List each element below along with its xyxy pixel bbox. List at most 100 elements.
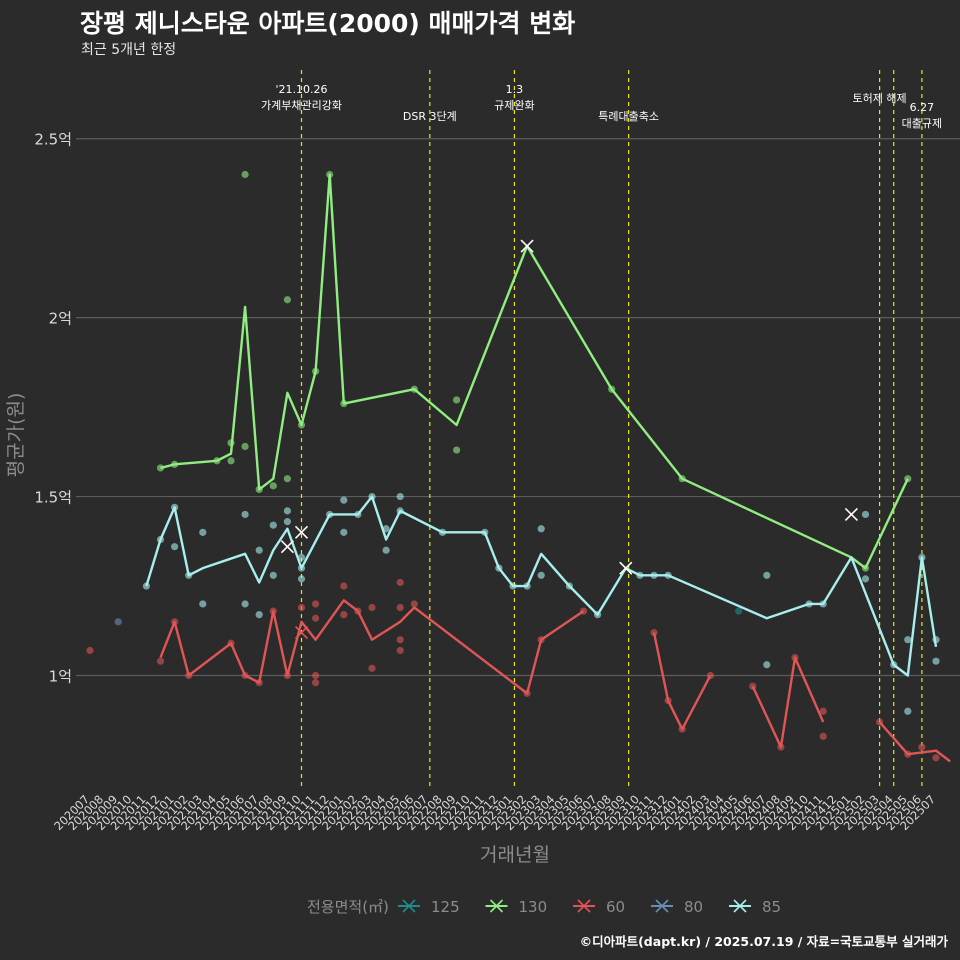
legend-item-85: 85 <box>729 898 781 916</box>
data-point-130 <box>227 457 235 465</box>
data-point-85 <box>763 571 771 579</box>
data-point-60 <box>297 603 306 612</box>
event-label: 규제완화 <box>494 99 534 112</box>
data-point-60 <box>340 611 348 619</box>
y-tick-label: 1억 <box>49 667 72 685</box>
legend-key-x <box>577 899 591 913</box>
x-mark-stroke <box>489 899 504 913</box>
event-label: 6.27 <box>910 101 935 114</box>
footer-credit: ©디아파트(dapt.kr) / 2025.07.19 / 자료=국토교통부 실… <box>579 934 948 949</box>
legend-key-x <box>733 899 747 913</box>
data-point-130 <box>453 446 461 454</box>
series-line-85 <box>145 495 938 677</box>
event-label: '21.10.26 <box>275 83 327 96</box>
x-mark-stroke <box>520 239 534 253</box>
data-point-130 <box>283 475 291 483</box>
data-point-60 <box>312 679 320 687</box>
x-mark-stroke <box>844 507 858 522</box>
x-mark-stroke <box>280 540 294 554</box>
data-point-60 <box>918 743 926 751</box>
data-point-60 <box>340 582 348 590</box>
y-axis-title: 평균가(원) <box>5 393 27 478</box>
series-line-60 <box>159 599 585 695</box>
data-point-85 <box>382 546 390 554</box>
event-label: 특례대출축소 <box>598 110 659 123</box>
data-point-85 <box>861 575 870 583</box>
legend-item-80: 80 <box>651 898 703 916</box>
series-line-60 <box>652 632 712 731</box>
data-point-85 <box>396 492 404 501</box>
legend-label: 125 <box>431 898 460 916</box>
data-point-130 <box>453 396 461 404</box>
legend-key-x <box>655 899 669 913</box>
data-point-60 <box>396 646 404 655</box>
data-point-85 <box>199 528 207 536</box>
data-point-60 <box>156 657 165 665</box>
data-point-85 <box>904 707 912 715</box>
data-point-85 <box>269 521 277 529</box>
data-point-85 <box>763 661 771 669</box>
data-point-130 <box>283 296 291 304</box>
data-point-85 <box>932 657 940 665</box>
legend-label: 130 <box>519 898 548 916</box>
data-point-60 <box>396 636 404 644</box>
legend-key-x <box>402 899 416 913</box>
data-point-60 <box>86 646 94 655</box>
data-point-85 <box>904 636 912 644</box>
data-point-85 <box>241 510 249 519</box>
data-point-85 <box>537 571 545 579</box>
y-tick-label: 2억 <box>49 310 72 328</box>
data-point-85 <box>283 518 291 526</box>
series-line-130 <box>160 173 909 570</box>
event-label: 가계부채관리강화 <box>261 99 342 112</box>
data-point-85 <box>297 553 306 562</box>
event-label: 1.3 <box>506 83 524 96</box>
data-point-85 <box>297 575 306 583</box>
data-point-130 <box>269 482 277 490</box>
data-point-85 <box>340 528 348 536</box>
data-point-85 <box>861 510 870 519</box>
y-tick-label: 1.5억 <box>34 489 72 507</box>
data-point-60 <box>312 600 320 608</box>
data-point-60 <box>410 600 418 608</box>
event-label: 토허제 해제 <box>853 91 907 105</box>
data-point-60 <box>312 614 320 622</box>
data-point-60 <box>396 578 404 587</box>
legend-label: 60 <box>606 898 625 916</box>
data-point-85 <box>283 507 291 515</box>
event-label: DSR 3단계 <box>403 110 457 123</box>
x-mark-stroke <box>294 525 309 539</box>
data-point-60 <box>819 732 827 740</box>
data-point-60 <box>368 664 376 672</box>
x-mark-60 <box>294 625 309 640</box>
legend-item-60: 60 <box>573 898 625 916</box>
data-point-60 <box>312 671 320 680</box>
data-point-85 <box>269 571 277 579</box>
data-point-85 <box>241 600 249 608</box>
series-line-60 <box>751 656 825 749</box>
data-point-60 <box>368 603 376 612</box>
x-mark-stroke <box>655 899 669 913</box>
chart-title: 장평 제니스타운 아파트(2000) 매매가격 변화 <box>80 9 576 38</box>
series-line-60 <box>878 721 951 763</box>
x-mark-85 <box>844 507 858 522</box>
x-mark-130 <box>520 239 534 253</box>
data-point-60 <box>932 754 940 762</box>
data-point-125 <box>735 607 743 615</box>
x-mark-stroke <box>619 561 633 575</box>
x-mark-stroke <box>577 899 591 913</box>
x-mark-85 <box>294 525 309 539</box>
x-mark-85 <box>619 561 633 575</box>
x-mark-stroke <box>733 899 747 913</box>
data-point-85 <box>255 546 263 554</box>
chart-subtitle: 최근 5개년 한정 <box>81 42 177 58</box>
legend-label: 80 <box>684 898 703 916</box>
x-mark-stroke <box>402 899 416 913</box>
data-point-130 <box>241 170 249 179</box>
event-label: 대출규제 <box>902 117 942 130</box>
x-mark-stroke <box>294 625 309 640</box>
legend-key-x <box>489 899 504 913</box>
data-point-60 <box>819 707 827 715</box>
